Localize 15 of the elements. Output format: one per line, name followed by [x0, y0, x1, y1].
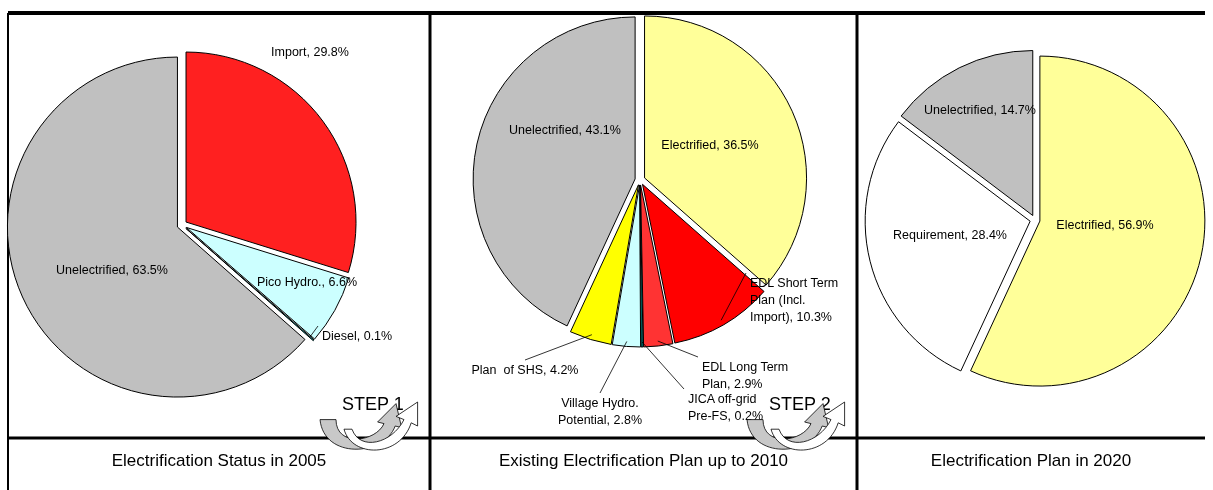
slice-label: Unelectrified, 43.1%: [508, 122, 622, 139]
slice-label: Import, 29.8%: [270, 44, 350, 61]
text: Electrification Plan in 2020: [930, 451, 1132, 470]
slice-label: JICA off-grid Pre-FS, 0.2%: [688, 392, 764, 423]
slice-label: Requirement, 28.4%: [893, 228, 1007, 242]
slice-label: Electrified, 56.9%: [1056, 218, 1154, 232]
slice-label: Diesel, 0.1%: [322, 328, 394, 345]
text: Existing Electrification Plan up to 2010: [498, 451, 789, 470]
slice-label: Plan of SHS, 4.2%: [470, 362, 580, 379]
slice-label: Electrified, 36.5%: [660, 137, 760, 154]
slice-label: Village Hydro. Potential, 2.8%: [557, 396, 643, 427]
text: Electrification Status in 2005: [111, 451, 327, 470]
slice-label: Unelectrified, 63.5%: [55, 262, 169, 279]
slice-label: Pico Hydro., 6.6%: [255, 274, 358, 291]
slice-label: EDL Long Term Plan, 2.9%: [702, 359, 790, 393]
